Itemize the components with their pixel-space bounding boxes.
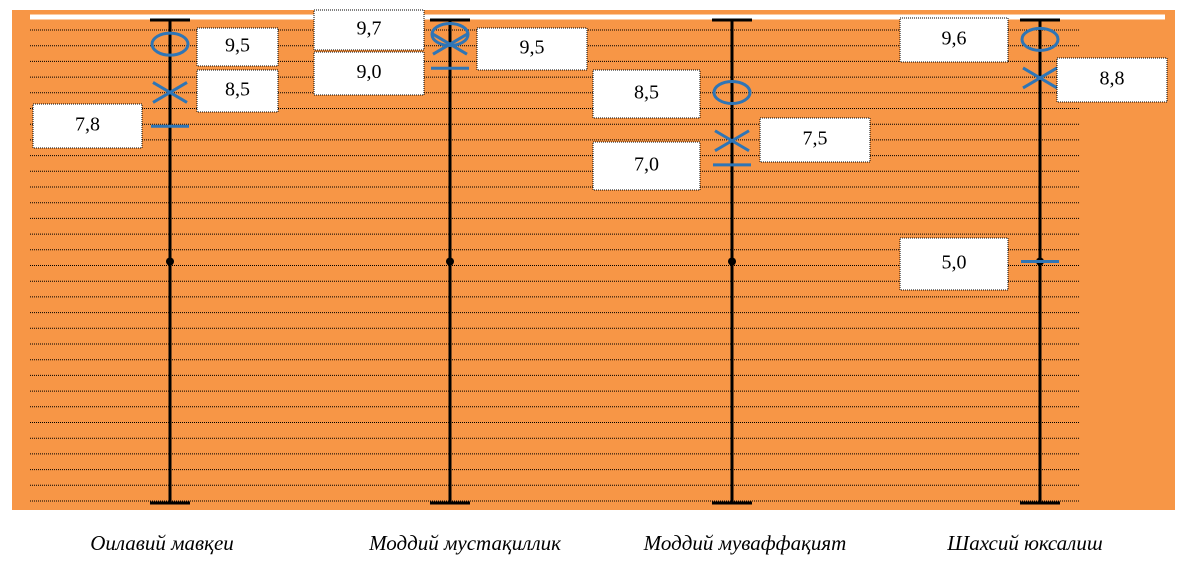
value-label-box	[313, 9, 425, 51]
circle-marker	[1020, 26, 1060, 52]
value-label-box	[196, 69, 279, 113]
value-label-box	[592, 69, 701, 119]
value-label: 9,6	[942, 28, 967, 50]
value-label: 8,8	[1100, 68, 1125, 90]
value-label: 9,0	[357, 61, 382, 83]
category-label: Моддий мустақиллик	[368, 531, 561, 555]
cross-marker	[714, 129, 750, 153]
value-label: 9,7	[357, 18, 382, 40]
value-label-box	[476, 27, 588, 71]
value-label-box	[313, 51, 425, 96]
cross-stroke	[152, 81, 188, 104]
value-label-box	[592, 141, 701, 191]
mid-dot	[446, 257, 454, 266]
mid-dot	[166, 257, 174, 266]
value-label-box	[899, 17, 1009, 63]
cross-marker	[152, 81, 188, 104]
cross-marker	[432, 32, 468, 56]
circle-marker	[150, 31, 190, 57]
value-label-box	[759, 117, 871, 163]
value-label-box	[32, 103, 143, 149]
value-label-box	[1056, 57, 1168, 103]
cross-marker	[1022, 66, 1058, 90]
value-label: 7,8	[75, 114, 100, 136]
value-label: 5,0	[942, 252, 967, 274]
value-label-box	[899, 237, 1009, 291]
circle-marker	[712, 79, 752, 105]
value-label: 8,5	[225, 79, 250, 101]
cross-stroke	[1022, 66, 1058, 90]
value-label: 7,5	[803, 128, 828, 150]
cross-stroke	[714, 129, 750, 153]
category-label: Шахсий юксалиш	[946, 531, 1103, 555]
value-label: 7,0	[634, 154, 659, 176]
value-label: 9,5	[520, 37, 545, 59]
category-band	[12, 510, 1175, 574]
cross-stroke	[432, 32, 468, 56]
value-label: 8,5	[634, 82, 659, 104]
category-label: Оилавий мавқеи	[90, 531, 234, 555]
value-label: 9,5	[225, 35, 250, 57]
mid-dot	[728, 257, 736, 266]
value-label-box	[196, 27, 279, 67]
category-label: Моддий муваффақият	[643, 531, 847, 555]
